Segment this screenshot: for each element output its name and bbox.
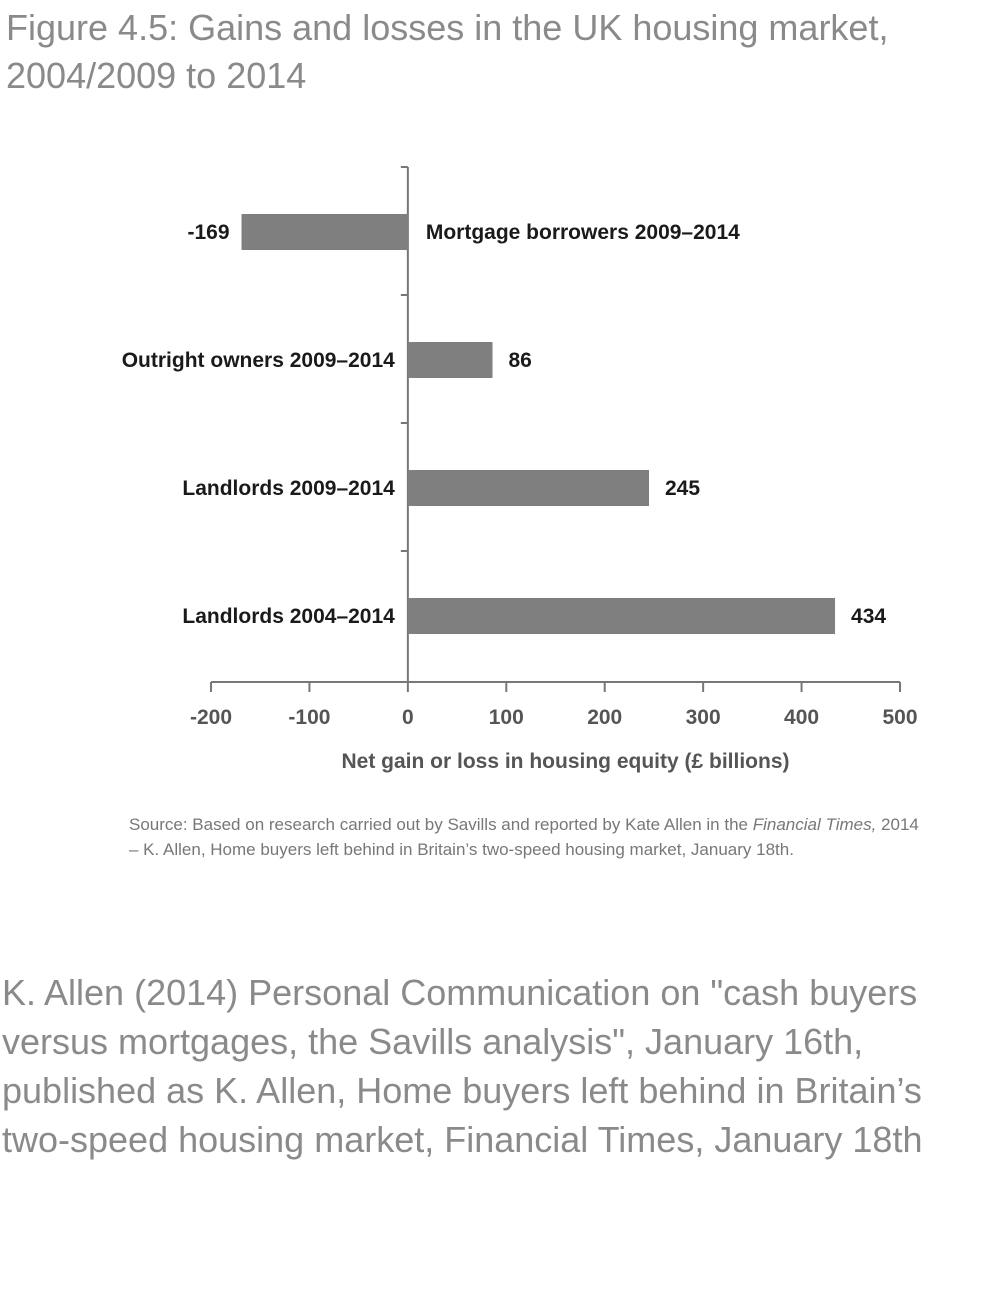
figure-title: Figure 4.5: Gains and losses in the UK h…	[6, 7, 889, 96]
category-label: Landlords 2009–2014	[182, 477, 395, 500]
source-suffix: 2014 – K. Allen, Home buyers left behind…	[129, 815, 919, 859]
x-tick-label: 100	[489, 706, 524, 729]
x-tick-label: 0	[402, 706, 414, 729]
category-label: Outright owners 2009–2014	[122, 349, 395, 372]
bar	[241, 214, 408, 250]
chart-ticks: -200 -100 0 100 200 300 400 500	[190, 682, 918, 729]
value-label: 86	[509, 349, 532, 372]
chart-axes	[211, 166, 900, 683]
value-label: 245	[665, 477, 700, 500]
x-tick-label: 400	[784, 706, 819, 729]
source-prefix: Source: Based on research carried out by…	[129, 815, 753, 834]
x-tick-label: 300	[686, 706, 721, 729]
value-label: 434	[851, 605, 886, 628]
bar-chart: Mortgage borrowers 2009–2014 -169 Outright…	[122, 166, 918, 773]
chart-labels: Mortgage borrowers 2009–2014 -169 Outright…	[122, 221, 887, 628]
x-tick-label: -100	[288, 706, 330, 729]
x-tick-label: 500	[882, 706, 917, 729]
x-tick-label: -200	[190, 706, 232, 729]
bar	[407, 342, 493, 378]
category-label: Landlords 2004–2014	[182, 605, 395, 628]
source-publication: Financial Times,	[752, 815, 877, 834]
bar	[407, 470, 650, 506]
reference-note: K. Allen (2014) Personal Communication o…	[2, 972, 923, 1160]
x-tick-label: 200	[587, 706, 622, 729]
x-axis-title: Net gain or loss in housing equity (£ bi…	[341, 750, 789, 773]
bar	[407, 598, 836, 634]
value-label: -169	[187, 221, 229, 244]
category-label: Mortgage borrowers 2009–2014	[426, 221, 740, 244]
chart-bars	[241, 214, 836, 634]
source-note: Source: Based on research carried out by…	[129, 812, 929, 862]
